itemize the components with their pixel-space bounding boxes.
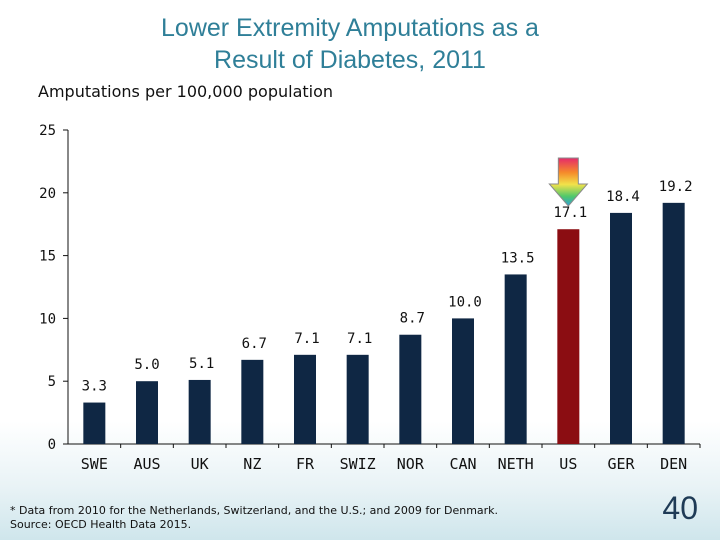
- x-tick-label-swe: SWE: [81, 455, 108, 473]
- y-tick-label: 0: [48, 437, 56, 453]
- data-label-fr: 7.1: [294, 331, 319, 347]
- bar-nz: [241, 359, 264, 444]
- value-labels: 3.3 5.0 5.1 6.7 7.1 7.1 8.7 10.0 13.5 17.1 18.4 19.…: [82, 179, 693, 395]
- bar-fr: [294, 354, 316, 444]
- x-tick-label-swiz: SWIZ: [340, 455, 376, 473]
- x-tick-label-fr: FR: [296, 455, 315, 473]
- bar-neth: [504, 274, 527, 444]
- x-tick-label-ger: GER: [607, 455, 635, 473]
- data-label-swiz: 7.1: [347, 331, 372, 347]
- bar-den: [662, 202, 685, 444]
- x-tick-label-can: CAN: [449, 455, 476, 473]
- x-tick-label-nz: NZ: [243, 455, 261, 473]
- footnote: * Data from 2010 for the Netherlands, Sw…: [10, 504, 498, 532]
- bar-can: [452, 318, 474, 444]
- data-label-uk: 5.1: [189, 356, 214, 372]
- bar-uk: [188, 379, 211, 444]
- x-tick-label-den: DEN: [660, 455, 687, 473]
- data-label-neth: 13.5: [501, 250, 535, 266]
- data-label-us: 17.1: [553, 205, 587, 221]
- page-number: 40: [662, 490, 698, 526]
- y-tick-label: 15: [39, 249, 56, 265]
- y-tick-label: 10: [39, 311, 56, 327]
- x-tick-label-neth: NETH: [498, 455, 534, 473]
- y-tick-label: 5: [48, 374, 56, 390]
- footnote-source: Source: OECD Health Data 2015.: [10, 518, 192, 531]
- data-label-den: 19.2: [659, 179, 693, 195]
- y-tick-label: 20: [39, 186, 56, 202]
- data-label-swe: 3.3: [82, 379, 107, 395]
- arrow-down-icon: [548, 157, 589, 207]
- y-tick-label: 25: [39, 123, 56, 139]
- data-label-nz: 6.7: [242, 336, 267, 352]
- bars: [83, 202, 685, 444]
- y-axis-label: Amputations per 100,000 population: [38, 82, 334, 101]
- data-label-aus: 5.0: [134, 357, 159, 373]
- bar-ger: [610, 212, 632, 444]
- x-tick-label-aus: AUS: [133, 455, 160, 473]
- data-label-ger: 18.4: [606, 189, 640, 205]
- bar-nor: [399, 334, 422, 444]
- chart-title: Lower Extremity Amputations as a Result …: [90, 12, 610, 76]
- bar-swe: [83, 402, 106, 444]
- bar-aus: [136, 381, 158, 444]
- data-label-nor: 8.7: [400, 311, 425, 327]
- data-label-can: 10.0: [448, 294, 482, 310]
- tick-labels: 0 5 10 15 20 25 SWE AUS UK NZ FR SWIZ NOR CAN NETH US GE…: [39, 123, 687, 473]
- bar-us: [557, 229, 580, 444]
- footnote-note: * Data from 2010 for the Netherlands, Sw…: [10, 504, 499, 517]
- bar-swiz: [346, 354, 369, 444]
- x-tick-label-uk: UK: [191, 455, 209, 473]
- axes: [63, 129, 701, 448]
- x-tick-label-us: US: [559, 455, 577, 473]
- chart-title-line1: Lower Extremity Amputations as a: [161, 14, 539, 42]
- x-tick-label-nor: NOR: [397, 455, 425, 473]
- chart-title-line2: Result of Diabetes, 2011: [214, 46, 486, 74]
- highlight-marker: [548, 157, 589, 207]
